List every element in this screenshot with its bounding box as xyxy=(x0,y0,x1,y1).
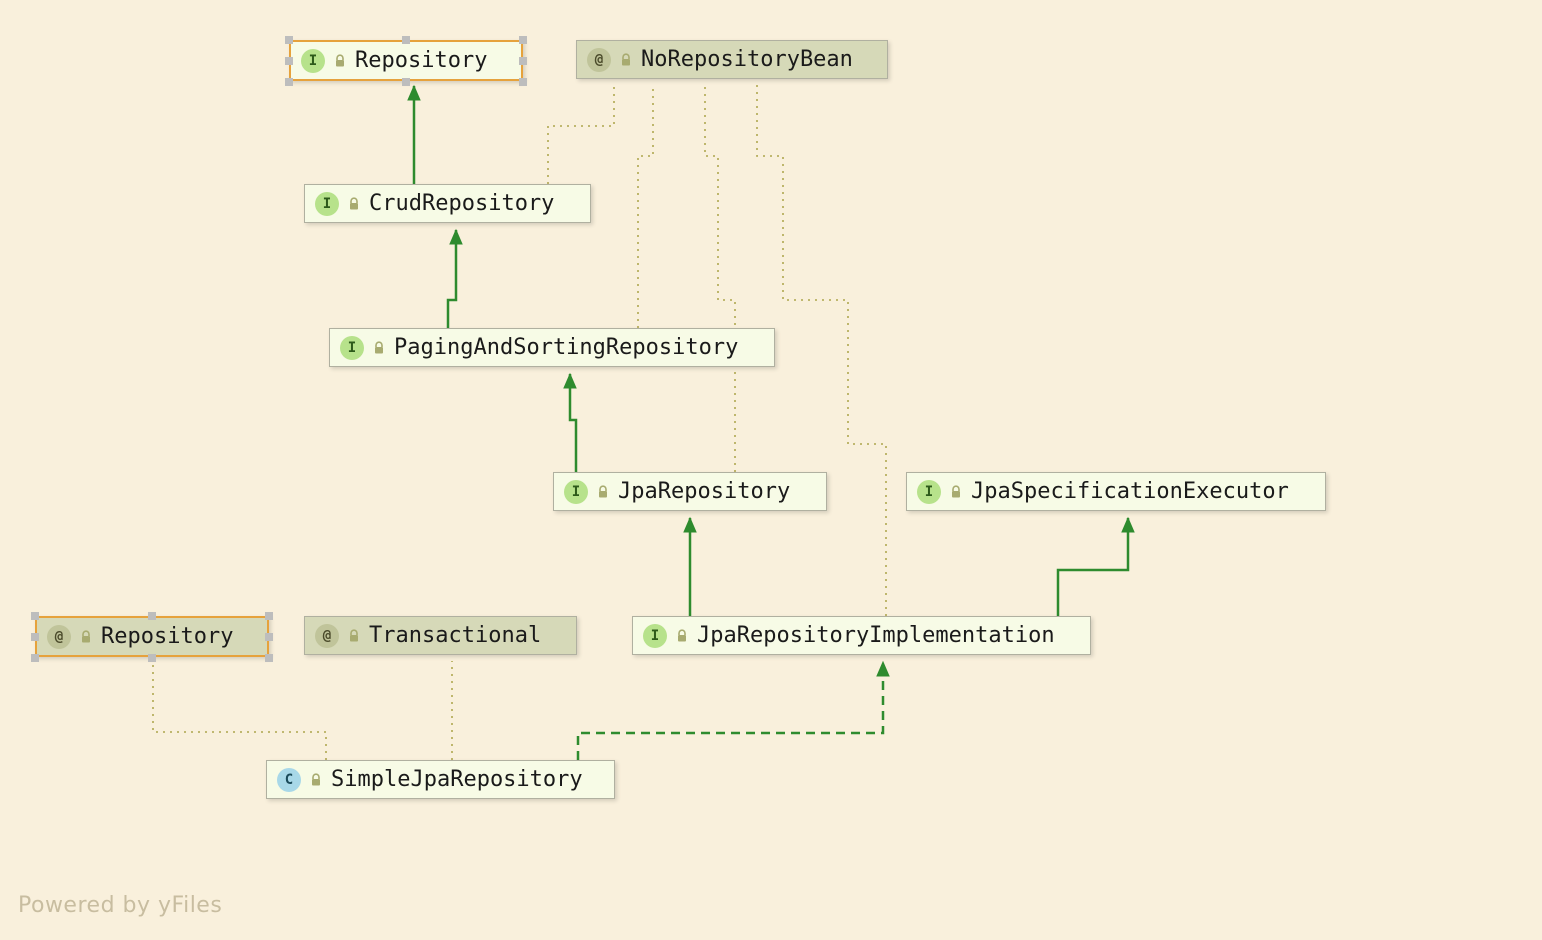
selection-handle[interactable] xyxy=(402,78,410,86)
kind-badge-interface: I xyxy=(643,624,667,648)
lock-icon xyxy=(596,485,610,499)
lock-icon xyxy=(675,629,689,643)
node-label: Repository xyxy=(355,48,487,73)
kind-badge-annotation: @ xyxy=(315,624,339,648)
node-label: PagingAndSortingRepository xyxy=(394,335,738,360)
edge-crud_repo-to-no_repo_bean xyxy=(548,85,614,184)
kind-badge-interface: I xyxy=(917,480,941,504)
edge-jpa_repo_impl-to-jpa_spec_exec xyxy=(1058,518,1128,616)
selection-handle[interactable] xyxy=(519,78,527,86)
node-label: Repository xyxy=(101,624,233,649)
edge-simple_jpa_repo-to-jpa_repo_impl xyxy=(578,662,883,760)
node-jpa_repo_impl[interactable]: I JpaRepositoryImplementation xyxy=(632,616,1091,655)
edge-paging_repo-to-no_repo_bean xyxy=(638,85,653,328)
selection-handle[interactable] xyxy=(285,36,293,44)
lock-icon xyxy=(347,197,361,211)
lock-icon xyxy=(372,341,386,355)
selection-handle[interactable] xyxy=(31,633,39,641)
kind-badge-interface: I xyxy=(340,336,364,360)
node-simple_jpa_repo[interactable]: C SimpleJpaRepository xyxy=(266,760,615,799)
edge-jpa_repo-to-paging_repo xyxy=(570,374,576,472)
diagram-canvas[interactable]: I Repository @ NoRepositoryBean I CrudRepo… xyxy=(0,0,1542,940)
kind-badge-class: C xyxy=(277,768,301,792)
kind-badge-annotation: @ xyxy=(587,48,611,72)
node-repository_iface[interactable]: I Repository xyxy=(289,40,523,81)
selection-handle[interactable] xyxy=(519,57,527,65)
node-repository_anno[interactable]: @ Repository xyxy=(35,616,269,657)
selection-handle[interactable] xyxy=(402,36,410,44)
selection-handle[interactable] xyxy=(31,654,39,662)
node-jpa_spec_exec[interactable]: I JpaSpecificationExecutor xyxy=(906,472,1326,511)
selection-handle[interactable] xyxy=(285,57,293,65)
edge-jpa_repo-to-no_repo_bean xyxy=(705,85,735,472)
selection-handle[interactable] xyxy=(148,654,156,662)
kind-badge-interface: I xyxy=(301,49,325,73)
diagram-footer: Powered by yFiles xyxy=(18,893,222,918)
edge-layer xyxy=(0,0,1542,940)
edge-paging_repo-to-crud_repo xyxy=(448,230,456,328)
edge-simple_jpa_repo-to-repository_anno xyxy=(153,661,326,760)
node-label: Transactional xyxy=(369,623,541,648)
node-paging_repo[interactable]: I PagingAndSortingRepository xyxy=(329,328,775,367)
node-label: CrudRepository xyxy=(369,191,554,216)
edge-jpa_repo_impl-to-no_repo_bean xyxy=(757,85,886,616)
kind-badge-annotation: @ xyxy=(47,625,71,649)
lock-icon xyxy=(347,629,361,643)
node-label: JpaSpecificationExecutor xyxy=(971,479,1289,504)
selection-handle[interactable] xyxy=(148,612,156,620)
selection-handle[interactable] xyxy=(519,36,527,44)
lock-icon xyxy=(619,53,633,67)
lock-icon xyxy=(949,485,963,499)
kind-badge-interface: I xyxy=(564,480,588,504)
node-label: JpaRepository xyxy=(618,479,790,504)
lock-icon xyxy=(309,773,323,787)
selection-handle[interactable] xyxy=(31,612,39,620)
selection-handle[interactable] xyxy=(265,612,273,620)
selection-handle[interactable] xyxy=(265,633,273,641)
node-label: JpaRepositoryImplementation xyxy=(697,623,1055,648)
selection-handle[interactable] xyxy=(285,78,293,86)
node-no_repo_bean[interactable]: @ NoRepositoryBean xyxy=(576,40,888,79)
node-label: SimpleJpaRepository xyxy=(331,767,583,792)
node-jpa_repo[interactable]: I JpaRepository xyxy=(553,472,827,511)
lock-icon xyxy=(79,630,93,644)
selection-handle[interactable] xyxy=(265,654,273,662)
node-label: NoRepositoryBean xyxy=(641,47,853,72)
node-crud_repo[interactable]: I CrudRepository xyxy=(304,184,591,223)
lock-icon xyxy=(333,54,347,68)
node-transactional[interactable]: @ Transactional xyxy=(304,616,577,655)
kind-badge-interface: I xyxy=(315,192,339,216)
